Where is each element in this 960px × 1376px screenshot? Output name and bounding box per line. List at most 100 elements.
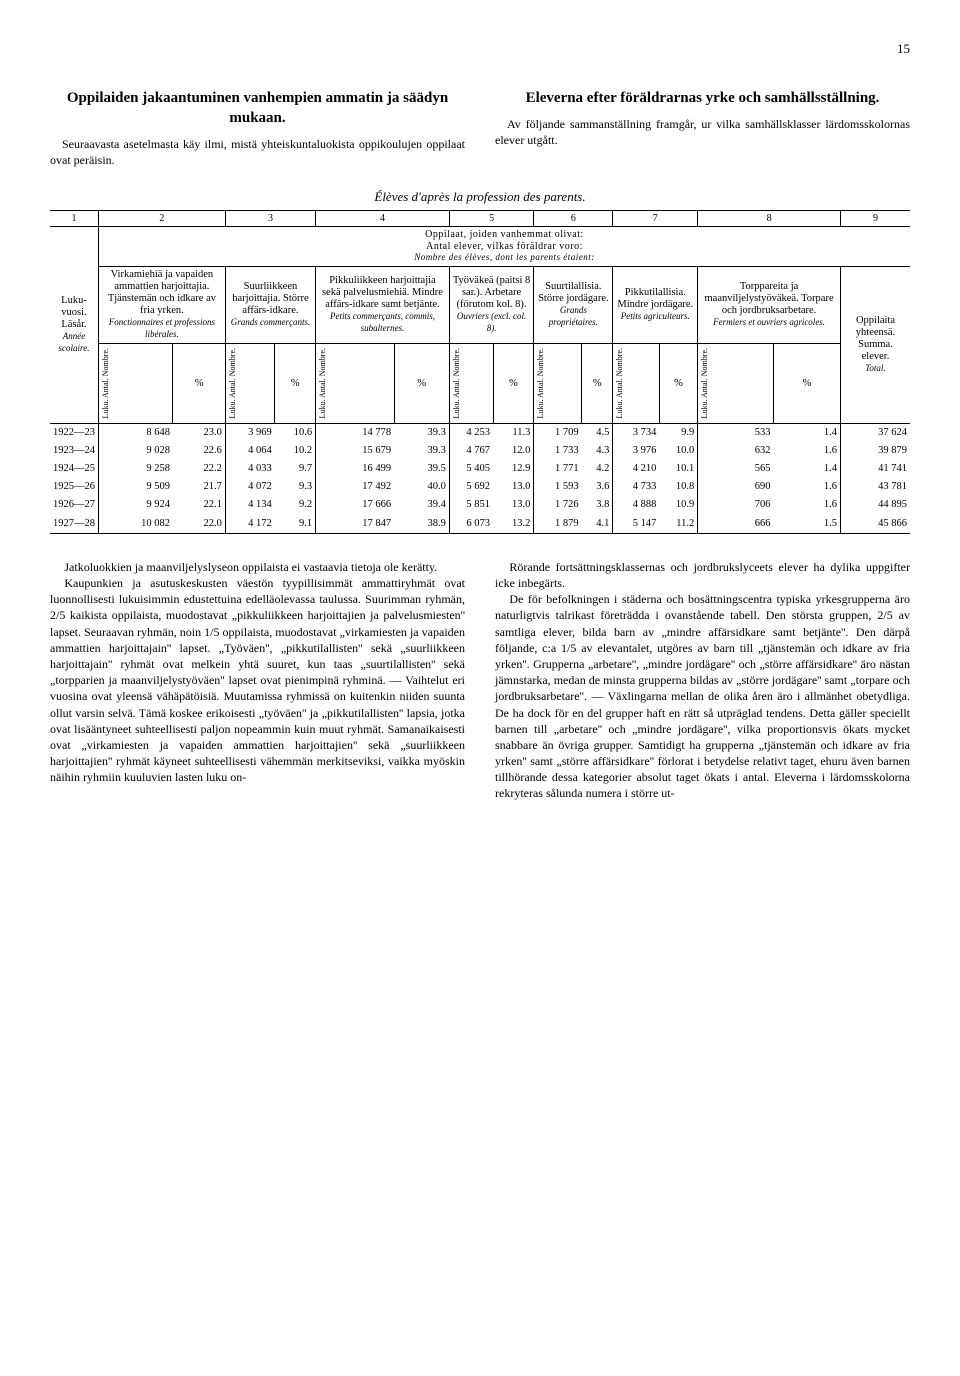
hc3i: Grands commerçants.: [231, 317, 311, 327]
hc7i: Petits agriculteurs.: [621, 311, 690, 321]
data-cell: 9.7: [275, 460, 316, 478]
page-number: 15: [50, 40, 910, 58]
data-cell: 1.5: [774, 515, 841, 534]
sub-pct-6: %: [582, 344, 613, 423]
rl2: vuosi.: [61, 307, 86, 318]
sub-luku-4: Luku. Antal. Nombre.: [316, 344, 394, 423]
paragraph: Rörande fortsättningsklassernas och jord…: [495, 559, 910, 591]
table-row: 1923—249 02822.64 06410.215 67939.34 767…: [50, 442, 910, 460]
data-cell: 1 733: [534, 442, 582, 460]
data-cell: 4 134: [225, 496, 274, 514]
sub-luku-6: Luku. Antal. Nombre.: [534, 344, 582, 423]
sub-luku-2: Luku. Antal. Nombre.: [99, 344, 173, 423]
data-cell: 37 624: [840, 423, 910, 442]
year-cell: 1927—28: [50, 515, 99, 534]
data-cell: 3.6: [582, 478, 613, 496]
data-cell: 533: [698, 423, 774, 442]
table-row: 1922—238 64823.03 96910.614 77839.34 253…: [50, 423, 910, 442]
head-c6: Suurtilallisia. Större jordägare. Grands…: [534, 266, 613, 343]
data-cell: 1 879: [534, 515, 582, 534]
data-cell: 1.4: [774, 423, 841, 442]
year-cell: 1922—23: [50, 423, 99, 442]
data-cell: 4.2: [582, 460, 613, 478]
data-cell: 10 082: [99, 515, 173, 534]
sh2: Antal elever, vilkas föräldrar voro:: [426, 241, 583, 252]
data-cell: 10.9: [659, 496, 697, 514]
paragraph: De för befolkningen i städerna och bosät…: [495, 591, 910, 801]
hc5: Työväkeä (paitsi 8 sar.). Arbetare (föru…: [453, 275, 530, 310]
data-cell: 9 028: [99, 442, 173, 460]
data-cell: 5 851: [449, 496, 493, 514]
paragraph: Kaupunkien ja asutuskeskusten väestön ty…: [50, 575, 465, 785]
colnum-9: 9: [840, 210, 910, 227]
data-cell: 1 726: [534, 496, 582, 514]
data-cell: 22.1: [173, 496, 225, 514]
header-columns: Oppilaiden jakaantuminen vanhempien amma…: [50, 88, 910, 169]
head-c8: Torppareita ja maanviljelystyöväkeä. Tor…: [698, 266, 841, 343]
table-row: 1927—2810 08222.04 1729.117 84738.96 073…: [50, 515, 910, 534]
data-cell: 1 593: [534, 478, 582, 496]
data-cell: 11.2: [659, 515, 697, 534]
data-cell: 39 879: [840, 442, 910, 460]
data-cell: 44 895: [840, 496, 910, 514]
head-c2: Virkamiehiä ja vapaiden ammattien harjoi…: [99, 266, 226, 343]
table-row: 1926—279 92422.14 1349.217 66639.45 8511…: [50, 496, 910, 514]
year-cell: 1926—27: [50, 496, 99, 514]
data-cell: 10.2: [275, 442, 316, 460]
data-cell: 9.9: [659, 423, 697, 442]
sub-pct-3: %: [275, 344, 316, 423]
hc4: Pikkuliikkeen harjoittajia sekä palvelus…: [322, 275, 443, 310]
title-left: Oppilaiden jakaantuminen vanhempien amma…: [50, 88, 465, 129]
sub-luku-8: Luku. Antal. Nombre.: [698, 344, 774, 423]
rl4: Année: [63, 331, 86, 341]
colnum-7: 7: [613, 210, 698, 227]
data-cell: 666: [698, 515, 774, 534]
intro-left: Seuraavasta asetelmasta käy ilmi, mistä …: [50, 136, 465, 168]
data-cell: 565: [698, 460, 774, 478]
data-cell: 1 771: [534, 460, 582, 478]
sub-luku-7: Luku. Antal. Nombre.: [613, 344, 659, 423]
data-cell: 13.0: [493, 478, 534, 496]
data-cell: 706: [698, 496, 774, 514]
hc8: Torppareita ja maanviljelystyöväkeä. Tor…: [705, 281, 834, 316]
data-cell: 3 969: [225, 423, 274, 442]
data-cell: 690: [698, 478, 774, 496]
data-cell: 12.0: [493, 442, 534, 460]
data-cell: 3.8: [582, 496, 613, 514]
table-row: 1925—269 50921.74 0729.317 49240.05 6921…: [50, 478, 910, 496]
year-cell: 1924—25: [50, 460, 99, 478]
data-cell: 5 147: [613, 515, 659, 534]
data-cell: 9 258: [99, 460, 173, 478]
title-right: Eleverna efter föräldrarnas yrke och sam…: [495, 88, 910, 108]
data-cell: 17 847: [316, 515, 394, 534]
head-c4: Pikkuliikkeen harjoittajia sekä palvelus…: [316, 266, 450, 343]
data-cell: 10.1: [659, 460, 697, 478]
data-cell: 23.0: [173, 423, 225, 442]
data-cell: 12.9: [493, 460, 534, 478]
head-c5: Työväkeä (paitsi 8 sar.). Arbetare (föru…: [449, 266, 534, 343]
data-cell: 13.2: [493, 515, 534, 534]
data-cell: 39.3: [394, 442, 449, 460]
row-label-head: Luku- vuosi. Läsår. Année scolaire.: [50, 227, 99, 423]
colnum-4: 4: [316, 210, 450, 227]
rl5: scolaire.: [59, 343, 90, 353]
data-cell: 5 405: [449, 460, 493, 478]
data-cell: 3 976: [613, 442, 659, 460]
sub-pct-2: %: [173, 344, 225, 423]
data-cell: 4 210: [613, 460, 659, 478]
intro-right: Av följande sammanställning framgår, ur …: [495, 116, 910, 148]
sub-luku-3: Luku. Antal. Nombre.: [225, 344, 274, 423]
data-cell: 1.6: [774, 442, 841, 460]
data-cell: 15 679: [316, 442, 394, 460]
hc9i: Total.: [865, 363, 885, 373]
body-right: Rörande fortsättningsklassernas och jord…: [495, 559, 910, 802]
data-cell: 9 924: [99, 496, 173, 514]
data-cell: 22.6: [173, 442, 225, 460]
data-cell: 4 733: [613, 478, 659, 496]
data-cell: 17 666: [316, 496, 394, 514]
data-cell: 4.1: [582, 515, 613, 534]
data-cell: 4.5: [582, 423, 613, 442]
year-cell: 1925—26: [50, 478, 99, 496]
data-cell: 39.5: [394, 460, 449, 478]
data-cell: 13.0: [493, 496, 534, 514]
